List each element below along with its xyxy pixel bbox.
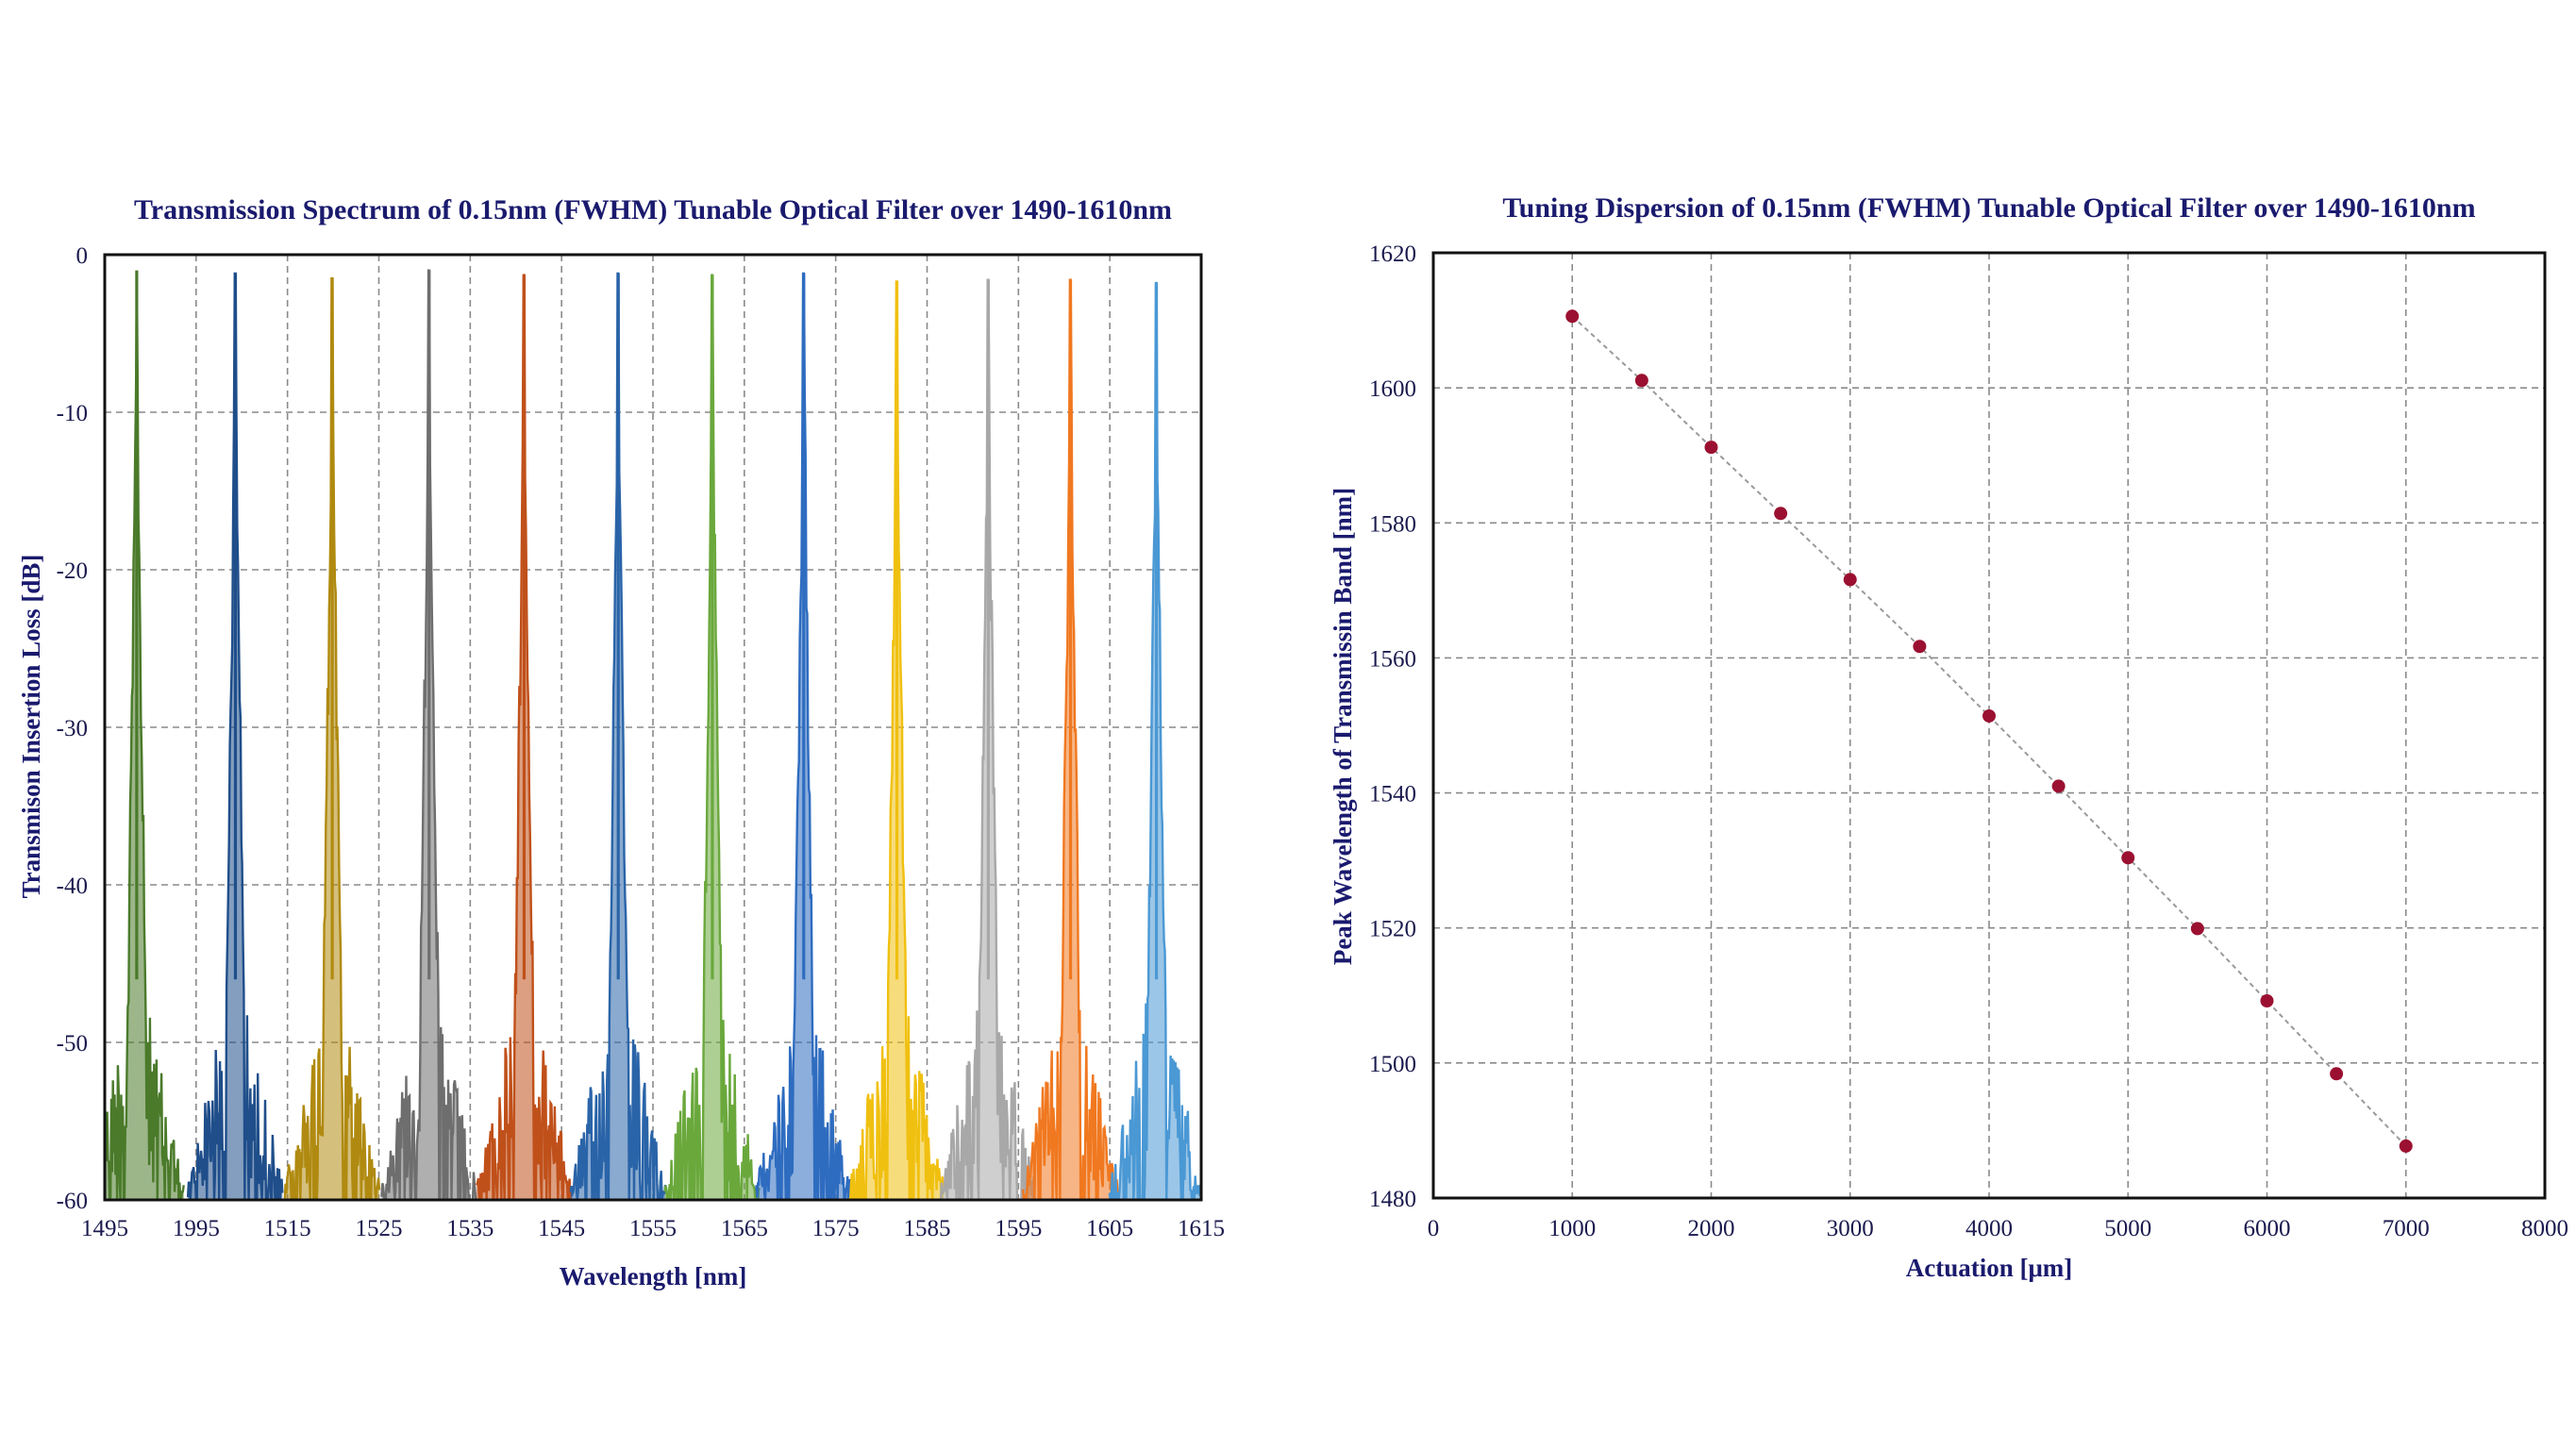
spectrum-series-1 [103,270,185,1202]
spectrum-series-4 [380,269,477,1202]
spectrum-line [186,272,284,1202]
plot-frame [1431,251,2547,1200]
x-tick-labels: 0 1000 2000 3000 4000 5000 6000 7000 8000 [1428,1216,2568,1241]
data-point [2051,779,2066,793]
y-tick-label: 1620 [1369,241,1416,267]
x-tick-label: 0 [1428,1216,1440,1241]
x-tick-label: 7000 [2383,1216,2430,1241]
y-axis-label: Transmison Insertion Loss [dB] [17,555,45,899]
y-tick-label: 1540 [1369,782,1416,807]
x-tick-label: 1575 [812,1216,860,1241]
y-tick-label: -10 [57,401,88,426]
y-tick-label: 1560 [1369,646,1416,672]
y-tick-label: 1480 [1369,1187,1416,1212]
y-tick-label: 1500 [1369,1052,1416,1077]
spectrum-series-10 [939,278,1037,1202]
x-tick-label: 1545 [538,1216,585,1241]
grid [105,255,1201,1200]
y-tick-labels: 0 -10 -20 -30 -40 -50 -60 [57,243,88,1214]
x-tick-label: 1525 [356,1216,403,1241]
spectrum-line [755,272,852,1202]
spectrum-line [663,274,761,1202]
x-axis-label: Wavelength [nm] [560,1262,747,1290]
y-tick-labels: 1480 1500 1520 1540 1560 1580 1600 1620 [1369,241,1416,1212]
spectrum-fill [105,270,184,1200]
spectrum-line [476,274,573,1202]
x-tick-label: 1595 [995,1216,1042,1241]
x-tick-label: 1515 [264,1216,311,1241]
data-point [1704,441,1718,455]
x-tick-label: 2000 [1688,1216,1735,1241]
spectrum-series-6 [569,272,667,1202]
x-tick-labels: 1495 1995 1515 1525 1535 1545 1555 1565 1575 1585… [81,1216,1225,1241]
x-axis-label: Actuation [μm] [1906,1254,2073,1282]
data-point [1565,309,1580,324]
y-tick-label: 1520 [1369,917,1416,942]
spectrum-line [1022,278,1119,1202]
data-point [2121,851,2135,865]
x-tick-label: 1585 [904,1216,951,1241]
y-tick-label: -30 [57,716,88,741]
series-group [103,269,1202,1202]
data-point [1774,507,1788,521]
y-tick-label: -50 [57,1031,88,1057]
y-tick-label: -20 [57,558,88,584]
data-point [1843,573,1857,587]
grid [1433,253,2545,1198]
x-tick-label: 1535 [446,1216,493,1241]
y-tick-label: 0 [76,243,89,269]
y-tick-label: 1580 [1369,511,1416,537]
data-point [2190,922,2204,936]
transmission-spectrum-chart: Transmission Spectrum of 0.15nm (FWHM) T… [17,194,1225,1290]
x-tick-label: 1555 [629,1216,677,1241]
x-tick-label: 1565 [721,1216,768,1241]
data-point [2260,994,2274,1008]
x-tick-label: 8000 [2521,1216,2568,1241]
data-point [1982,708,1996,723]
y-tick-label: -60 [57,1189,88,1214]
chart-title: Transmission Spectrum of 0.15nm (FWHM) T… [134,194,1172,225]
y-axis-label: Peak Wavelength of Transmissin Band [nm] [1329,488,1357,965]
x-tick-label: 1605 [1086,1216,1133,1241]
spectrum-series-9 [848,280,945,1202]
x-tick-label: 1000 [1548,1216,1596,1241]
spectrum-series-3 [283,276,381,1202]
x-tick-label: 1615 [1178,1216,1225,1241]
x-tick-label: 4000 [1965,1216,2013,1241]
series-group [1565,309,2413,1153]
x-tick-label: 1495 [81,1216,128,1241]
spectrum-series-5 [476,274,573,1202]
spectrum-series-7 [663,274,761,1202]
y-tick-label: 1600 [1369,376,1416,402]
data-point [2399,1139,2413,1153]
y-tick-label: -40 [57,874,88,899]
x-tick-label: 5000 [2104,1216,2151,1241]
x-tick-label: 6000 [2244,1216,2291,1241]
plot-frame [103,253,1203,1202]
spectrum-line [569,272,667,1202]
transmission-spectrum-panel: Transmission Spectrum of 0.15nm (FWHM) T… [17,194,1225,1290]
tuning-dispersion-chart: Tuning Dispersion of 0.15nm (FWHM) Tunab… [1329,192,2568,1282]
spectrum-series-8 [755,272,852,1202]
x-tick-label: 1995 [173,1216,220,1241]
data-point [1634,374,1648,388]
data-point [1913,640,1927,654]
spectrum-line [103,270,185,1202]
spectrum-series-11 [1022,278,1119,1202]
chart-title: Tuning Dispersion of 0.15nm (FWHM) Tunab… [1502,192,2475,224]
data-point [2330,1067,2344,1081]
spectrum-series-2 [186,272,284,1202]
tuning-dispersion-panel: Tuning Dispersion of 0.15nm (FWHM) Tunab… [1288,0,2576,1448]
spectrum-series-12 [1108,281,1202,1202]
x-tick-label: 3000 [1827,1216,1874,1241]
